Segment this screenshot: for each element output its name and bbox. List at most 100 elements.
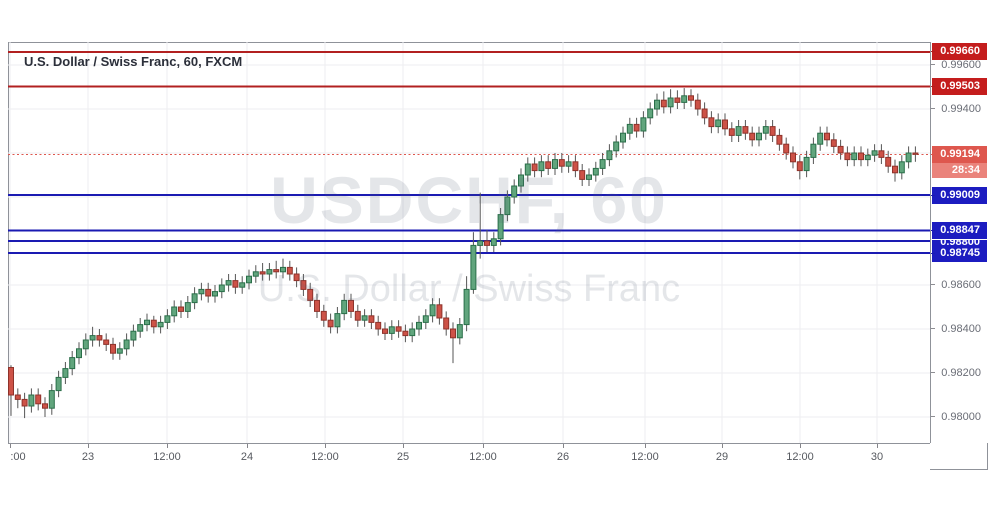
candle-down <box>436 304 443 319</box>
candle-down <box>783 143 790 154</box>
chart-plot-area[interactable] <box>8 42 930 443</box>
price-axis[interactable]: 0.99600 0.99400 0.98600 0.98400 0.98200 0.980… <box>930 42 988 443</box>
candle-up <box>565 161 572 167</box>
candle-up <box>470 244 477 290</box>
candle-up <box>524 163 531 176</box>
candle-up <box>191 293 198 304</box>
candle-up <box>810 143 817 158</box>
candle-up <box>164 315 171 323</box>
candle-up <box>130 330 137 341</box>
price-tick <box>931 153 935 155</box>
candle-up <box>613 141 620 152</box>
candle-up <box>198 288 205 295</box>
candle-up <box>511 185 518 198</box>
candle-up <box>864 154 871 161</box>
candle-down <box>790 152 796 163</box>
time-axis[interactable]: :00 23 12:00 24 12:00 25 12:00 26 12:00 29 12:00 30 <box>8 443 930 470</box>
time-label: 29 <box>715 451 729 463</box>
alert-price-badge[interactable]: 0.99009 <box>932 186 987 204</box>
candle-up <box>82 339 89 350</box>
time-label: 25 <box>396 451 410 463</box>
candle-down <box>688 95 694 101</box>
alert-price-badge[interactable]: 0.99503 <box>932 77 987 95</box>
candle-down <box>205 288 212 297</box>
candle-down <box>368 315 375 323</box>
candle-up <box>157 321 164 328</box>
candle-up <box>246 275 252 284</box>
time-tick <box>403 444 404 448</box>
candle-up <box>184 302 191 312</box>
alert-price-badge[interactable]: 0.99660 <box>932 43 987 61</box>
price-tick <box>931 108 935 110</box>
candle-down <box>824 132 830 141</box>
alert-price-badge[interactable]: 0.98800 <box>932 239 987 245</box>
candle-down <box>259 271 266 275</box>
candle-down <box>531 163 538 172</box>
alert-price-badge[interactable]: 0.98745 <box>932 244 987 262</box>
candle-down <box>484 240 490 246</box>
price-label: 0.98000 <box>941 410 981 423</box>
time-label: :00 <box>10 451 26 463</box>
candle-up <box>599 159 606 169</box>
candle-up <box>640 117 647 132</box>
candle-up <box>225 280 232 286</box>
symbol-legend[interactable]: U.S. Dollar / Swiss Franc, 60, FXCM <box>24 54 243 69</box>
price-label: 0.99400 <box>941 102 981 115</box>
price-tick <box>931 372 935 374</box>
candle-up <box>626 123 633 134</box>
candle-up <box>654 99 660 110</box>
candle-down <box>178 306 184 312</box>
candle-up <box>477 240 484 246</box>
time-tick <box>722 444 723 448</box>
candle-down <box>878 150 885 158</box>
candle-down <box>14 394 21 400</box>
candle-down <box>796 161 803 172</box>
candle-down <box>912 152 919 155</box>
candle-down <box>776 134 783 145</box>
last-price-badge[interactable]: 0.99194 <box>932 145 987 163</box>
candle-down <box>8 367 14 396</box>
candle-up <box>266 269 273 275</box>
candle-down <box>660 99 667 108</box>
alert-price-badge[interactable]: 0.98847 <box>932 222 987 240</box>
candle-up <box>409 328 416 337</box>
candle-up <box>89 335 96 341</box>
candle-up <box>667 97 674 108</box>
candle-down <box>320 310 327 321</box>
time-tick <box>645 444 646 448</box>
candle-up <box>456 324 463 339</box>
time-tick <box>877 444 878 448</box>
time-label: 30 <box>870 451 884 463</box>
candle-up <box>756 132 762 141</box>
candle-up <box>490 238 497 246</box>
time-label: 12:00 <box>469 451 497 463</box>
time-label: 24 <box>240 451 254 463</box>
candle-up <box>62 368 69 378</box>
chart-frame <box>8 42 988 470</box>
price-tick <box>931 230 935 232</box>
candle-down <box>42 403 48 409</box>
candle-down <box>450 328 456 339</box>
candle-up <box>552 159 558 169</box>
candle-up <box>55 376 62 392</box>
price-tick <box>931 64 935 66</box>
candle-up <box>504 196 511 216</box>
candle-down <box>103 339 110 345</box>
candle-up <box>388 326 395 334</box>
time-tick <box>247 444 248 448</box>
price-tick <box>931 252 935 254</box>
candle-up <box>123 339 130 350</box>
candle-up <box>48 390 55 409</box>
price-label: 0.98600 <box>941 278 981 291</box>
candle-up <box>463 288 470 326</box>
candle-down <box>96 335 103 341</box>
candle-down <box>830 139 837 147</box>
price-tick <box>931 284 935 286</box>
time-tick <box>325 444 326 448</box>
candle-down <box>354 310 361 321</box>
candle-up <box>538 161 545 172</box>
candle-up <box>28 394 35 407</box>
bar-countdown-badge[interactable]: 28:34 <box>932 162 987 178</box>
candle-down <box>232 280 239 288</box>
price-tick <box>931 194 935 196</box>
